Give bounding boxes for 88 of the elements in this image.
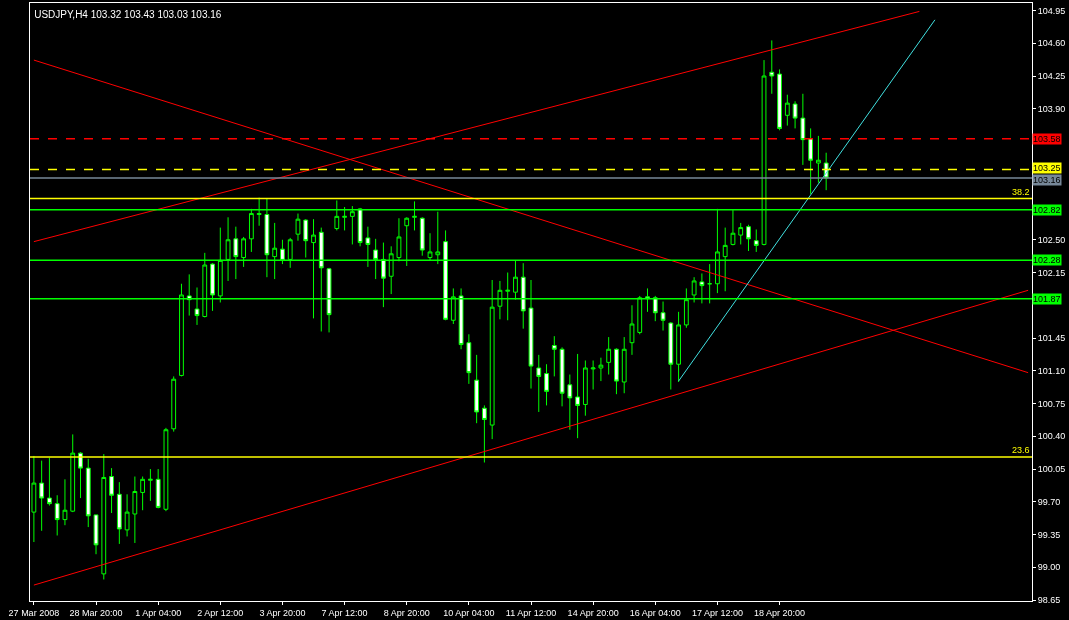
- candlestick: [31, 455, 37, 543]
- y-tick-label: 101.45: [1037, 333, 1066, 344]
- candlestick: [551, 335, 557, 377]
- ref-line-label: 101.87: [1033, 294, 1061, 304]
- candlestick: [101, 453, 107, 580]
- candlestick: [85, 458, 91, 528]
- y-tick-label: 98.65: [1037, 595, 1061, 606]
- candlestick: [147, 468, 153, 502]
- candlestick: [746, 224, 751, 252]
- y-tick-label: 104.25: [1037, 71, 1066, 82]
- y-tick-label: 103.90: [1037, 103, 1066, 114]
- candlestick: [47, 457, 52, 507]
- candlestick: [536, 354, 542, 413]
- x-tick-label: 2 Apr 12:00: [197, 607, 244, 618]
- x-tick-label: 18 Apr 20:00: [754, 607, 806, 618]
- candlestick: [598, 357, 604, 382]
- ref-line-label: 103.25: [1033, 163, 1061, 173]
- x-tick-label: 8 Apr 20:00: [383, 607, 430, 618]
- candlestick: [93, 514, 99, 555]
- candlestick: [70, 433, 76, 513]
- candlestick: [567, 374, 573, 431]
- candlestick: [171, 375, 177, 433]
- y-tick-label: 104.60: [1037, 38, 1066, 49]
- x-tick-label: 7 Apr 12:00: [321, 607, 368, 618]
- candlestick: [295, 213, 301, 242]
- ref-line-label: 102.82: [1033, 205, 1061, 215]
- y-tick-label: 100.05: [1037, 464, 1066, 475]
- x-tick-label: 10 Apr 04:00: [443, 607, 495, 618]
- x-tick-label: 3 Apr 20:00: [259, 607, 306, 618]
- candlestick: [676, 311, 681, 383]
- y-tick-label: 100.75: [1037, 398, 1066, 409]
- annotation: 38.2: [1012, 187, 1030, 197]
- y-tick-label: 99.00: [1037, 562, 1061, 573]
- y-tick-label: 99.70: [1037, 496, 1061, 507]
- candlestick: [784, 94, 790, 127]
- candlestick: [78, 451, 83, 499]
- candlestick: [109, 467, 114, 514]
- candlestick: [481, 404, 487, 463]
- y-tick-label: 104.95: [1037, 5, 1066, 16]
- candlestick: [544, 363, 549, 406]
- candlestick: [140, 476, 146, 511]
- candlestick: [559, 346, 565, 407]
- candlestick: [792, 100, 798, 129]
- candlestick: [132, 476, 138, 544]
- x-tick-label: 27 Mar 2008: [8, 607, 60, 618]
- candlestick: [668, 321, 674, 390]
- y-tick-label: 102.50: [1037, 234, 1066, 245]
- candlestick: [777, 68, 782, 131]
- candlestick: [606, 336, 612, 376]
- x-tick-label: 14 Apr 20:00: [567, 607, 619, 618]
- ref-line-label: 103.16: [1033, 175, 1061, 185]
- y-tick-label: 101.10: [1037, 365, 1066, 376]
- x-tick-label: 28 Mar 20:00: [69, 607, 123, 618]
- y-tick-label: 100.40: [1037, 431, 1066, 442]
- x-tick-label: 1 Apr 04:00: [135, 607, 182, 618]
- candlestick: [39, 460, 45, 532]
- candlestick: [753, 228, 759, 253]
- candlestick: [419, 216, 425, 257]
- candlestick: [466, 333, 472, 385]
- candlestick: [575, 353, 581, 439]
- ref-line-label: 102.28: [1033, 255, 1061, 265]
- candlestick: [614, 347, 619, 395]
- candlestick: [582, 359, 588, 417]
- x-tick-label: 17 Apr 12:00: [691, 607, 743, 618]
- candlestick: [660, 301, 666, 332]
- candlestick: [590, 359, 596, 390]
- candlestick: [769, 39, 775, 95]
- candlestick: [815, 135, 821, 184]
- candlestick: [629, 304, 635, 356]
- candlestick: [303, 218, 309, 259]
- candlestick: [116, 481, 122, 545]
- candlestick: [800, 93, 806, 166]
- x-tick-label: 16 Apr 04:00: [629, 607, 681, 618]
- candlestick: [124, 493, 130, 537]
- candlestick: [738, 222, 744, 245]
- ref-line-label: 103.58: [1033, 134, 1061, 144]
- x-tick-label: 11 Apr 12:00: [505, 607, 557, 618]
- annotation: 23.6: [1012, 445, 1030, 455]
- text: USDJPY,H4 103.32 103.43 103.03 103.16: [34, 9, 222, 21]
- candlestick: [54, 494, 60, 536]
- y-tick-label: 99.35: [1037, 529, 1061, 540]
- candlestick: [155, 468, 161, 509]
- candlestick: [621, 336, 627, 394]
- candlestick: [163, 427, 169, 512]
- candlestick: [808, 127, 814, 195]
- candlestick: [474, 354, 480, 424]
- candlestick: [62, 478, 68, 526]
- y-tick-label: 102.15: [1037, 267, 1066, 278]
